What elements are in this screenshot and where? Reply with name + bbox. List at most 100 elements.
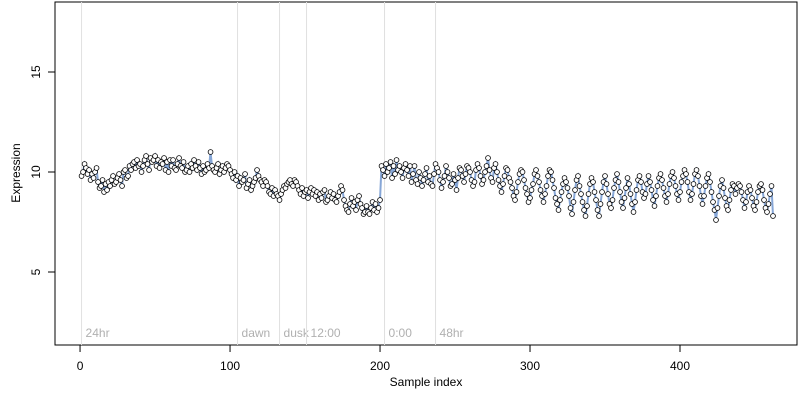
- y-tick-label: 5: [29, 268, 43, 275]
- y-tick-label: 10: [29, 165, 43, 179]
- data-point: [722, 195, 728, 201]
- annotation-label: 48hr: [440, 326, 464, 340]
- data-point: [414, 181, 421, 187]
- data-point: [585, 191, 592, 197]
- data-point: [545, 173, 551, 179]
- data-point: [467, 169, 473, 175]
- data-point: [455, 175, 461, 181]
- data-point: [716, 193, 722, 199]
- x-tick-label: 100: [220, 359, 240, 373]
- data-point: [632, 199, 638, 205]
- data-point: [276, 197, 283, 203]
- annotation-label: 12:00: [311, 326, 341, 340]
- data-point: [570, 199, 577, 205]
- data-point: [180, 159, 187, 165]
- data-point: [569, 211, 575, 217]
- data-point: [446, 175, 452, 181]
- x-tick-label: 0: [77, 359, 84, 373]
- data-point: [159, 161, 166, 167]
- data-point: [404, 167, 410, 173]
- data-point: [705, 171, 712, 177]
- data-point: [156, 165, 163, 171]
- data-point: [522, 185, 529, 191]
- annotation-label: dawn: [242, 326, 271, 340]
- data-point: [140, 163, 146, 169]
- data-point: [621, 195, 628, 201]
- data-point: [165, 169, 172, 175]
- y-axis-title: Expression: [9, 143, 23, 202]
- data-point: [410, 171, 416, 177]
- data-point: [624, 175, 631, 181]
- data-point: [405, 173, 412, 179]
- data-point: [393, 157, 400, 163]
- data-point: [143, 153, 149, 159]
- data-point: [501, 173, 508, 179]
- data-point: [207, 149, 214, 155]
- data-point: [768, 183, 775, 189]
- data-point: [444, 169, 451, 175]
- data-point: [552, 195, 559, 201]
- data-point: [363, 203, 370, 209]
- data-point: [528, 187, 535, 193]
- data-point: [348, 195, 355, 201]
- data-point: [549, 177, 556, 183]
- data-point: [609, 197, 616, 203]
- data-point: [582, 213, 589, 219]
- data-point: [443, 163, 449, 169]
- data-point: [599, 189, 605, 195]
- x-tick-label: 300: [520, 359, 540, 373]
- data-point: [411, 163, 418, 169]
- data-point: [696, 183, 703, 189]
- data-point: [240, 177, 247, 183]
- data-point: [542, 191, 548, 197]
- data-point: [498, 189, 505, 195]
- data-point: [422, 171, 428, 177]
- x-axis-title: Sample index: [390, 375, 463, 389]
- data-point: [615, 179, 622, 185]
- data-point: [741, 205, 748, 211]
- data-point: [353, 207, 359, 213]
- data-point: [408, 179, 415, 185]
- data-point: [710, 199, 716, 205]
- data-point: [557, 197, 563, 203]
- data-point: [389, 175, 395, 181]
- annotation-label: 24hr: [86, 326, 110, 340]
- data-point: [713, 217, 719, 223]
- data-point: [567, 205, 574, 211]
- data-point: [737, 183, 743, 189]
- data-point: [653, 193, 659, 199]
- data-point: [666, 181, 673, 187]
- data-point: [161, 155, 167, 161]
- data-point: [749, 195, 755, 201]
- data-point: [387, 159, 394, 165]
- data-point: [195, 159, 202, 165]
- data-point: [495, 177, 502, 183]
- data-point: [110, 173, 116, 179]
- data-point: [231, 169, 238, 175]
- data-point: [626, 181, 632, 187]
- data-point: [98, 183, 104, 189]
- data-point: [494, 169, 500, 175]
- data-point: [299, 185, 305, 191]
- data-point: [672, 183, 679, 189]
- data-point: [399, 175, 406, 181]
- data-point: [566, 193, 572, 199]
- data-point: [119, 183, 125, 189]
- data-point: [345, 209, 352, 215]
- data-point: [527, 195, 533, 201]
- data-point: [318, 195, 325, 201]
- data-point: [603, 181, 610, 187]
- data-point: [590, 179, 596, 185]
- data-point: [200, 163, 206, 169]
- data-point: [104, 187, 110, 193]
- data-point: [677, 189, 683, 195]
- data-point: [642, 191, 649, 197]
- annotation-label: dusk: [284, 326, 310, 340]
- data-point: [620, 205, 626, 211]
- data-point: [743, 199, 749, 205]
- data-point: [356, 193, 362, 199]
- data-point: [383, 161, 389, 167]
- data-point: [489, 179, 496, 185]
- data-point: [618, 199, 625, 205]
